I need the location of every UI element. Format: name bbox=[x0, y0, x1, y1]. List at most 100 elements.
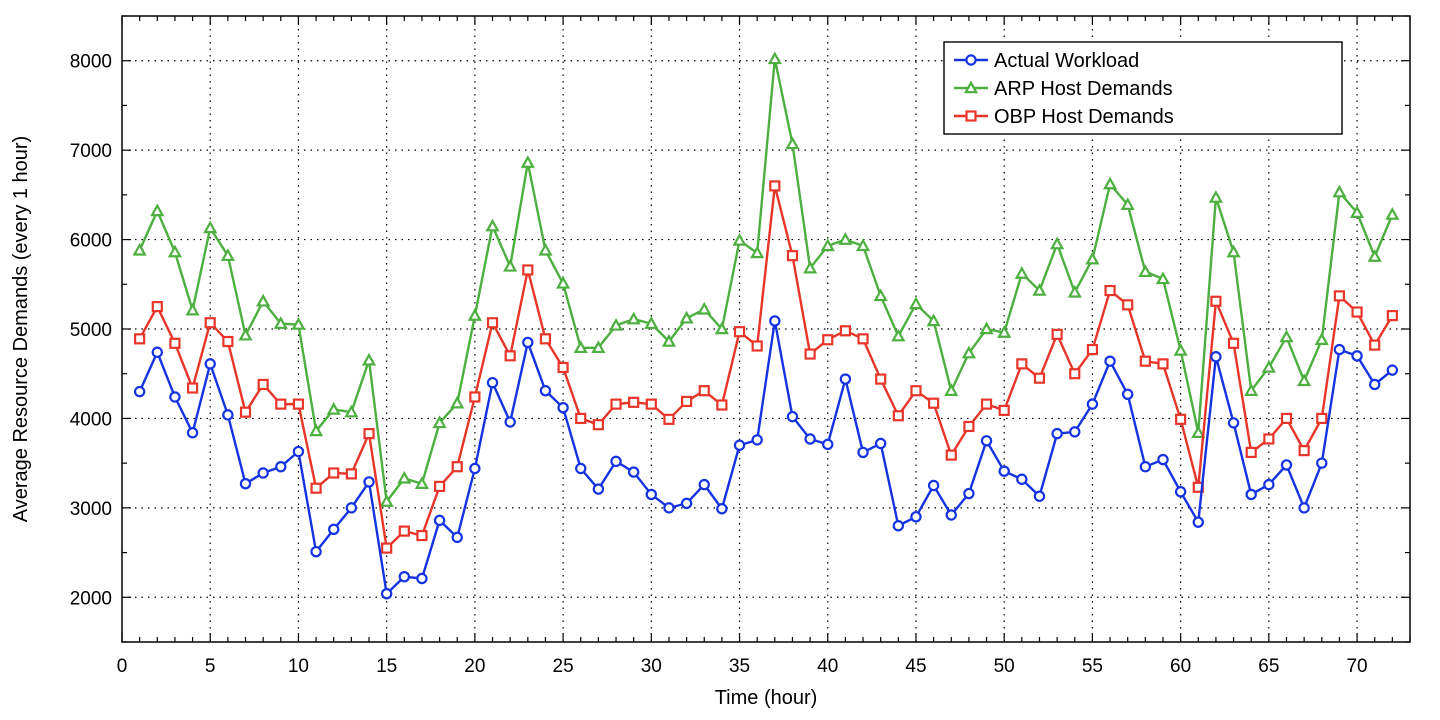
data-point-actual-workload bbox=[186, 427, 199, 439]
data-point-obp-host-demands bbox=[804, 348, 816, 360]
series-group bbox=[132, 51, 1400, 600]
data-point-actual-workload bbox=[1157, 453, 1169, 466]
data-point-actual-workload bbox=[716, 503, 728, 515]
data-point-obp-host-demands bbox=[504, 350, 516, 362]
data-point-actual-workload bbox=[1298, 502, 1310, 514]
data-point-obp-host-demands bbox=[1369, 339, 1381, 351]
data-point-obp-host-demands bbox=[645, 398, 657, 410]
data-point-actual-workload bbox=[1210, 351, 1222, 363]
data-point-obp-host-demands bbox=[169, 337, 181, 349]
x-tick-label: 5 bbox=[205, 656, 216, 677]
data-point-actual-workload bbox=[1316, 457, 1328, 469]
data-point-actual-workload bbox=[1121, 388, 1134, 400]
data-point-arp-host-demands bbox=[608, 317, 624, 331]
data-point-arp-host-demands bbox=[467, 308, 482, 321]
data-point-arp-host-demands bbox=[203, 220, 218, 234]
data-point-arp-host-demands bbox=[1032, 283, 1047, 296]
data-point-arp-host-demands bbox=[1226, 244, 1241, 258]
data-point-actual-workload bbox=[169, 391, 181, 403]
legend-entry-actual-workload: Actual Workload bbox=[954, 50, 1139, 72]
data-point-actual-workload bbox=[1086, 398, 1099, 410]
data-point-arp-host-demands bbox=[926, 313, 941, 327]
data-point-actual-workload bbox=[522, 336, 534, 349]
legend-entry-obp-host-demands: OBP Host Demands bbox=[954, 106, 1174, 128]
data-point-arp-host-demands bbox=[1261, 359, 1276, 373]
data-point-actual-workload bbox=[1351, 350, 1363, 362]
data-point-obp-host-demands bbox=[398, 525, 410, 537]
data-point-obp-host-demands bbox=[786, 250, 799, 262]
data-point-actual-workload bbox=[486, 376, 499, 389]
data-point-arp-host-demands bbox=[750, 245, 765, 259]
data-point-obp-host-demands bbox=[222, 335, 234, 348]
data-point-actual-workload bbox=[610, 455, 622, 468]
series-actual-workload bbox=[133, 315, 1399, 600]
data-point-obp-host-demands bbox=[239, 406, 252, 418]
data-point-arp-host-demands bbox=[538, 242, 553, 256]
x-tick-label: 50 bbox=[994, 656, 1015, 677]
legend-marker bbox=[965, 54, 977, 66]
data-point-arp-host-demands bbox=[803, 260, 818, 274]
data-point-actual-workload bbox=[433, 514, 446, 527]
data-point-obp-host-demands bbox=[416, 529, 428, 542]
data-point-arp-host-demands bbox=[361, 352, 377, 366]
data-point-actual-workload bbox=[1333, 343, 1346, 356]
data-point-obp-host-demands bbox=[1175, 413, 1187, 425]
data-point-obp-host-demands bbox=[1298, 445, 1310, 457]
data-point-actual-workload bbox=[910, 511, 922, 523]
data-point-actual-workload bbox=[363, 476, 375, 488]
legend-label: Actual Workload bbox=[994, 50, 1139, 72]
legend-marker bbox=[965, 110, 977, 122]
data-point-arp-host-demands bbox=[591, 340, 606, 354]
data-point-arp-host-demands bbox=[273, 316, 288, 329]
data-point-obp-host-demands bbox=[1316, 412, 1328, 425]
data-point-obp-host-demands bbox=[681, 395, 693, 408]
data-point-arp-host-demands bbox=[1085, 251, 1100, 265]
data-point-arp-host-demands bbox=[326, 402, 341, 415]
data-point-obp-host-demands bbox=[1139, 355, 1151, 367]
x-tick-label: 70 bbox=[1346, 656, 1367, 677]
data-point-actual-workload bbox=[204, 358, 216, 370]
x-tick-label: 65 bbox=[1258, 656, 1279, 677]
data-point-obp-host-demands bbox=[998, 404, 1010, 416]
data-point-obp-host-demands bbox=[1122, 299, 1134, 311]
data-point-obp-host-demands bbox=[1033, 372, 1046, 384]
data-point-arp-host-demands bbox=[1191, 425, 1206, 438]
data-point-actual-workload bbox=[786, 410, 799, 423]
data-point-actual-workload bbox=[945, 509, 957, 521]
data-point-obp-host-demands bbox=[1280, 412, 1293, 425]
data-point-obp-host-demands bbox=[486, 317, 499, 329]
data-point-obp-host-demands bbox=[469, 391, 481, 403]
x-axis-title: Time (hour) bbox=[715, 687, 818, 709]
legend-label: OBP Host Demands bbox=[994, 106, 1174, 128]
data-point-actual-workload bbox=[927, 479, 940, 492]
data-point-obp-host-demands bbox=[1086, 343, 1099, 356]
data-point-arp-host-demands bbox=[855, 238, 871, 252]
data-point-obp-host-demands bbox=[628, 396, 640, 408]
data-point-obp-host-demands bbox=[134, 333, 146, 345]
data-point-arp-host-demands bbox=[1155, 271, 1171, 285]
data-point-arp-host-demands bbox=[785, 136, 800, 150]
data-point-arp-host-demands bbox=[573, 340, 588, 354]
data-point-obp-host-demands bbox=[610, 398, 622, 410]
data-point-actual-workload bbox=[275, 461, 287, 473]
data-point-actual-workload bbox=[133, 385, 146, 398]
data-point-arp-host-demands bbox=[679, 310, 694, 324]
data-point-obp-host-demands bbox=[857, 333, 869, 345]
data-point-actual-workload bbox=[151, 346, 163, 358]
data-point-arp-host-demands bbox=[1050, 236, 1065, 250]
data-point-obp-host-demands bbox=[1210, 295, 1222, 307]
data-point-arp-host-demands bbox=[820, 238, 835, 252]
data-point-obp-host-demands bbox=[275, 398, 287, 410]
data-point-arp-host-demands bbox=[644, 316, 659, 329]
x-tick-label: 10 bbox=[288, 656, 309, 677]
x-tick-label: 20 bbox=[464, 656, 485, 677]
data-point-obp-host-demands bbox=[980, 398, 993, 410]
data-point-obp-host-demands bbox=[839, 325, 851, 337]
data-point-obp-host-demands bbox=[257, 378, 269, 391]
data-point-arp-host-demands bbox=[1385, 207, 1400, 220]
data-point-obp-host-demands bbox=[698, 385, 710, 397]
data-point-actual-workload bbox=[769, 315, 781, 327]
data-point-actual-workload bbox=[1174, 486, 1187, 498]
data-point-obp-host-demands bbox=[1263, 433, 1275, 445]
